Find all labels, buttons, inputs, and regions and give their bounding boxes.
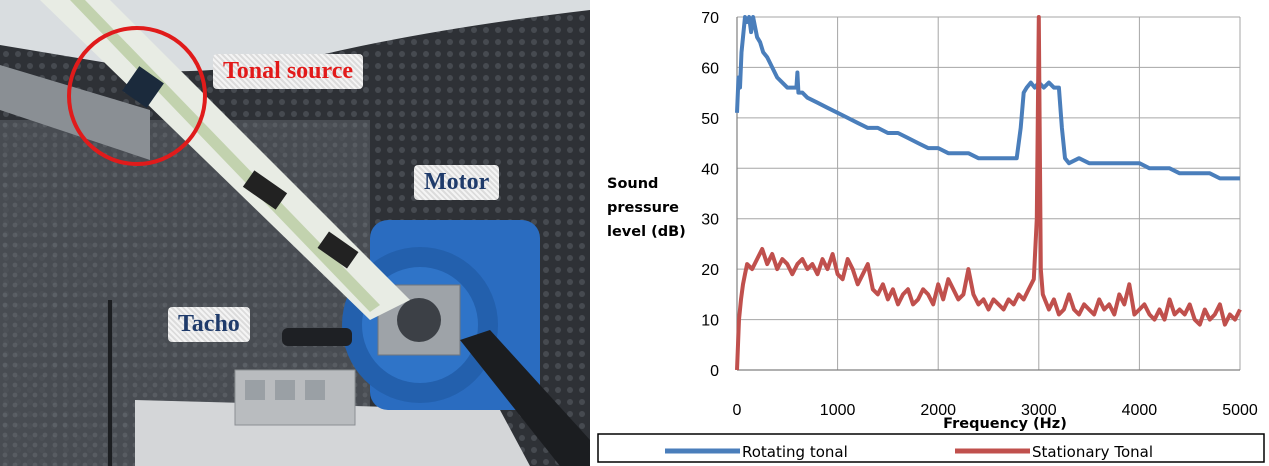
x-tick-label: 3000 [1021,402,1057,419]
x-tick-label: 0 [733,402,742,419]
chart-legend: Rotating tonal Stationary Tonal [597,433,1265,463]
y-tick-labels: 0 10 20 30 40 50 60 70 [701,10,719,380]
x-tick-label: 2000 [920,402,956,419]
chart-grid [736,16,1241,371]
legend-label: Rotating tonal [742,443,848,461]
y-tick-label: 50 [701,111,719,128]
y-tick-label: 70 [701,10,719,27]
y-tick-label: 60 [701,60,719,77]
highlight-circle [67,26,207,166]
test-rig-photo: Tonal source Motor Tacho [0,0,590,466]
x-tick-label: 5000 [1222,402,1258,419]
y-tick-label: 40 [701,161,719,178]
y-axis-label-line: pressure [607,200,679,216]
y-tick-label: 30 [701,212,719,229]
y-tick-label: 20 [701,262,719,279]
y-axis-label: Sound pressure level (dB) [607,176,686,240]
x-tick-labels: 0 1000 2000 3000 4000 5000 [733,402,1258,419]
x-tick-label: 4000 [1122,402,1158,419]
spectrum-chart: 0 10 20 30 40 50 60 70 0 1000 2000 3000 4000 5000 So… [590,0,1269,466]
y-axis-label-line: level (dB) [607,224,686,240]
x-tick-label: 1000 [820,402,856,419]
y-tick-label: 0 [710,363,719,380]
series-line-rotating-tonal [735,15,1240,181]
chart-series [735,15,1242,371]
y-axis-label-line: Sound [607,176,658,192]
tonal-source-label: Tonal source [213,54,364,89]
legend-box [597,433,1265,463]
x-axis-label: Frequency (Hz) [943,416,1067,432]
spectrum-chart-svg: 0 10 20 30 40 50 60 70 0 1000 2000 3000 4000 5000 So… [597,10,1265,463]
motor-label: Motor [414,165,500,200]
y-tick-label: 10 [701,313,719,330]
tacho-label: Tacho [168,307,250,342]
legend-label: Stationary Tonal [1032,443,1153,461]
series-line-stationary-tonal [735,15,1242,371]
